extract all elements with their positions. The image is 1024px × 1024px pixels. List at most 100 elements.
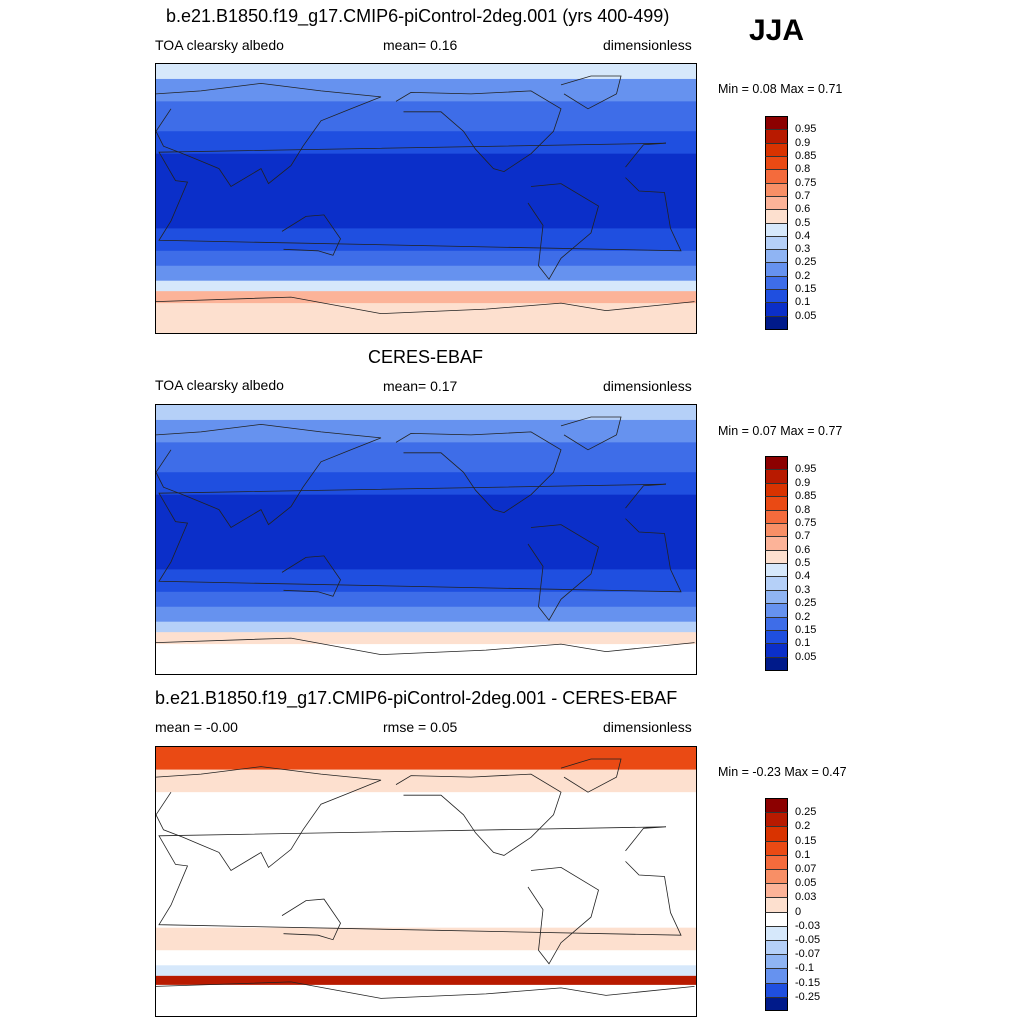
colorbar-tick-label: 0.15: [795, 283, 817, 296]
lat-band: [156, 405, 696, 421]
lat-band: [156, 303, 696, 333]
lat-band: [156, 101, 696, 132]
colorbar-tick-label: 0.85: [795, 490, 817, 503]
colorbar-swatch: [765, 249, 788, 263]
colorbar-tick-label: -0.25: [795, 990, 821, 1003]
colorbar-swatch: [765, 840, 788, 856]
panel1-colorbar: 0.95 0.9 0.85 0.8 0.75 0.7 0.6 0.5 0.4 0.3 0.25 0.2…: [765, 116, 816, 330]
panel1-units-label: dimensionless: [603, 37, 692, 53]
panel1-map: [155, 63, 697, 334]
colorbar-tick-label: 0.8: [795, 503, 811, 516]
colorbar-tick-label: 0.15: [795, 623, 817, 636]
colorbar-swatch: [765, 522, 788, 537]
lat-band: [156, 950, 696, 966]
colorbar-tick-label: 0.6: [795, 543, 811, 556]
lat-band: [156, 78, 696, 102]
colorbar-swatch: [765, 629, 788, 644]
colorbar-tick-label: 0.5: [795, 557, 811, 569]
panel1-minmax-label: Min = 0.08 Max = 0.71: [718, 82, 843, 96]
panel2-variable-label: TOA clearsky albedo: [155, 377, 284, 393]
colorbar-tick-label: 0.4: [795, 570, 811, 583]
lat-band: [156, 569, 696, 593]
colorbar-tick-label: -0.03: [795, 919, 821, 932]
lat-band: [156, 927, 696, 951]
panel3-map: [155, 746, 697, 1017]
colorbar-swatch: [765, 116, 788, 130]
colorbar-swatch: [765, 469, 788, 484]
colorbar-swatch: [765, 169, 788, 184]
colorbar-swatch: [765, 182, 788, 197]
colorbar-tick-label: 0.2: [795, 610, 811, 623]
colorbar-swatch: [765, 195, 788, 210]
colorbar-swatch: [765, 925, 788, 941]
colorbar-tick-label: 0.3: [795, 583, 811, 596]
colorbar-tick-label: 0.1: [795, 296, 811, 309]
colorbar-tick-label: 0.5: [795, 216, 811, 229]
panel2-colorbar: 0.95 0.9 0.85 0.8 0.75 0.7 0.6 0.5 0.4 0.3 0.25 0.2…: [765, 456, 816, 671]
coastline: [395, 90, 562, 173]
colorbar-tick-label: 0.2: [795, 269, 811, 282]
colorbar-swatch: [765, 155, 788, 170]
colorbar-tick-label: 0.05: [795, 309, 817, 322]
panel2-map: [155, 404, 697, 675]
colorbar-tick-label: 0.9: [795, 476, 811, 489]
colorbar-tick-label: 0: [795, 905, 802, 918]
coastline: [156, 981, 695, 999]
colorbar-tick-label: 0.05: [795, 877, 817, 890]
lat-band: [156, 472, 696, 496]
lat-band: [156, 606, 696, 623]
colorbar-tick-label: 0.05: [795, 650, 817, 663]
colorbar-swatch: [765, 616, 788, 631]
colorbar-tick-label: 0.7: [795, 189, 811, 202]
panel3-map-svg: [156, 747, 696, 1016]
panel2-mean-label: mean= 0.17: [383, 378, 458, 394]
colorbar-tick-label: 0.95: [795, 463, 817, 476]
colorbar-tick-label: 0.15: [795, 834, 817, 847]
coastline: [158, 826, 682, 936]
colorbar-tick-label: 0.25: [795, 806, 817, 819]
lat-band: [156, 965, 696, 977]
colorbar-swatch: [765, 589, 788, 604]
lat-band: [156, 250, 696, 267]
colorbar-swatch: [765, 222, 788, 237]
lat-band: [156, 419, 696, 443]
colorbar-swatch: [765, 911, 788, 927]
colorbar-swatch: [765, 302, 788, 317]
colorbar-swatch: [765, 982, 788, 998]
colorbar-tick-label: 0.1: [795, 637, 811, 650]
lat-band: [156, 747, 696, 771]
lat-band: [156, 792, 696, 823]
colorbar-tick-label: 0.7: [795, 530, 811, 543]
colorbar-swatch: [765, 235, 788, 250]
colorbar-tick-label: -0.15: [795, 976, 821, 989]
colorbar-tick-label: 0.25: [795, 256, 817, 269]
colorbar-swatch: [765, 482, 788, 497]
lat-band: [156, 265, 696, 282]
colorbar-swatch: [765, 812, 788, 827]
colorbar-swatch: [765, 563, 788, 577]
panel3-minmax-label: Min = -0.23 Max = 0.47: [718, 765, 847, 779]
coastline: [527, 866, 599, 965]
coastline: [281, 898, 341, 941]
panel3-colorbar: 0.25 0.2 0.15 0.1 0.07 0.05 0.03 0 -0.03 -0.05 -0.…: [765, 798, 820, 1012]
panel1-map-svg: [156, 64, 696, 333]
lat-band: [156, 291, 696, 304]
colorbar-tick-label: 0.1: [795, 848, 811, 861]
lat-band: [156, 280, 696, 292]
coastline: [281, 555, 341, 597]
lat-band: [156, 984, 696, 1016]
colorbar-tick-label: 0.03: [795, 891, 817, 904]
colorbar-tick-label: 0.3: [795, 243, 811, 256]
colorbar-tick-label: 0.8: [795, 163, 811, 176]
lat-band: [156, 64, 696, 80]
colorbar-tick-label: 0.6: [795, 203, 811, 216]
colorbar-swatch: [765, 897, 788, 913]
panel3-rmse-label: rmse = 0.05: [383, 719, 458, 735]
panel1-variable-label: TOA clearsky albedo: [155, 37, 284, 53]
colorbar-tick-label: -0.07: [795, 948, 821, 961]
coastline: [156, 766, 382, 872]
coastline: [395, 773, 562, 856]
colorbar-swatch: [765, 536, 788, 551]
colorbar-swatch: [765, 968, 788, 984]
lat-band: [156, 591, 696, 608]
